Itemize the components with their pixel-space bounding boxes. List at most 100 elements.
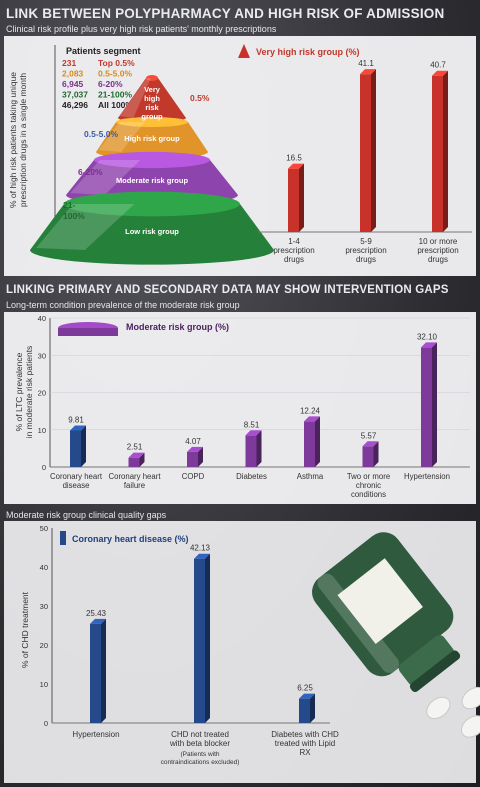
segment-count: 46,296: [62, 100, 88, 110]
segment-count: 37,037: [62, 90, 88, 100]
y-axis-label: % of CHD treatment: [20, 591, 30, 668]
data-label: 6.25: [297, 684, 313, 693]
legend-swatch-body: [58, 328, 118, 336]
segment-label: 6-20%: [98, 79, 123, 89]
y-tick: 10: [38, 426, 46, 435]
pyramid-low: [30, 204, 274, 265]
data-label: 12.24: [300, 406, 321, 415]
data-label: 42.13: [190, 544, 211, 553]
y-tick: 40: [40, 563, 48, 572]
bar: [128, 457, 140, 467]
x-tick-label: conditions: [351, 490, 386, 499]
y-tick: 20: [38, 389, 46, 398]
y-axis-label-line: % of LTC prevalence: [14, 352, 24, 431]
bar-top: [245, 430, 262, 436]
bar-side: [81, 425, 86, 467]
x-tick-label: prescription: [345, 246, 386, 255]
x-tick-label: Hypertension: [72, 730, 119, 739]
bar-side: [443, 70, 448, 232]
pyramid-very-high-shine: [119, 78, 151, 118]
bar-top: [299, 693, 315, 699]
pyramid-moderate-top: [94, 151, 210, 169]
bar: [187, 451, 198, 467]
bar-side: [315, 416, 320, 467]
x-tick-label: Coronary heart: [108, 472, 161, 481]
segment-label: 21-100%: [98, 90, 132, 100]
y-axis-label-line: in moderate risk patients: [24, 346, 34, 439]
bar-top: [194, 553, 210, 559]
y-tick: 40: [38, 314, 46, 323]
pyramid-very-high: [118, 78, 186, 123]
segment-label: All 100%: [98, 100, 133, 110]
bar-side: [432, 342, 437, 467]
data-label: 41.1: [358, 59, 374, 68]
pyramid-high-top: [116, 116, 188, 128]
data-label: 16.5: [286, 154, 302, 163]
legend-swatch: [238, 44, 250, 58]
segment-count: 2,083: [62, 69, 84, 79]
pyramid-high-shine: [98, 122, 145, 152]
segment-label: Top 0.5%: [98, 58, 135, 68]
page-title: LINK BETWEEN POLYPHARMACY AND HIGH RISK …: [6, 6, 445, 21]
x-tick-label: Asthma: [297, 472, 324, 481]
pyramid-pct: 0.5%: [190, 93, 210, 103]
x-tick-label: Two or more: [347, 472, 390, 481]
bottle-neck: [398, 635, 455, 686]
x-tick-label: chronic: [356, 481, 381, 490]
bar: [421, 347, 432, 467]
bar: [299, 698, 310, 723]
y-tick: 20: [40, 641, 48, 650]
y-tick: 0: [42, 463, 46, 472]
x-tick-label: drugs: [356, 255, 376, 264]
y-axis-label: % of LTC prevalence in moderate risk pati…: [14, 346, 34, 439]
pyramid-pct: 100%: [63, 211, 85, 221]
legend-label: Moderate risk group (%): [126, 322, 229, 332]
pyramid-label: Low risk group: [125, 227, 179, 236]
bar-side: [101, 618, 106, 723]
legend-label: Coronary heart disease (%): [72, 534, 189, 544]
bar: [245, 435, 257, 467]
x-tick-label: 5-9: [360, 237, 372, 246]
medicine-bottle-illustration: [312, 532, 480, 738]
pyramid-label: high: [144, 94, 160, 103]
x-tick-label: 10 or more: [419, 237, 458, 246]
pyramid-pct: 6-20%: [78, 167, 103, 177]
data-label: 4.07: [185, 437, 201, 446]
pyramid-label: High risk group: [124, 134, 180, 143]
x-tick-label: Coronary heart: [50, 472, 103, 481]
x-tick-note: contraindications excluded): [161, 759, 240, 766]
bar: [70, 430, 81, 467]
x-tick-label: CHD not treated: [171, 730, 229, 739]
bar-top: [362, 441, 379, 447]
x-tick-label: failure: [124, 481, 145, 490]
x-tick-label: 1-4: [288, 237, 300, 246]
bar-top: [187, 446, 203, 452]
x-tick-label: drugs: [428, 255, 448, 264]
x-tick-label: prescription: [417, 246, 458, 255]
segment-label: 0.5-5.0%: [98, 69, 132, 79]
y-axis-label: % of high risk patients taking unique pre…: [8, 72, 28, 208]
data-label: 8.51: [244, 420, 260, 429]
data-label: 9.81: [68, 415, 84, 424]
x-tick-label: disease: [63, 481, 90, 490]
x-tick-label: Hypertension: [404, 472, 450, 481]
bar-top: [304, 416, 320, 422]
x-tick-note: (Patients with: [180, 751, 219, 758]
data-label: 32.10: [417, 332, 438, 341]
section2-subtitle: Long-term condition prevalence of the mo…: [6, 300, 240, 310]
bar: [194, 558, 205, 723]
y-tick: 30: [38, 351, 46, 360]
y-axis-label-line: prescription drugs in a single month: [18, 73, 28, 207]
segment-count: 6,945: [62, 79, 84, 89]
data-label: 2.51: [127, 443, 143, 452]
bottle-shine: [317, 573, 400, 673]
pyramid-pct: 21-: [63, 200, 75, 210]
bar-top: [421, 342, 437, 348]
x-tick-label: Diabetes: [236, 472, 267, 481]
x-tick-label: RX: [299, 748, 311, 757]
legend-swatch: [60, 531, 66, 545]
